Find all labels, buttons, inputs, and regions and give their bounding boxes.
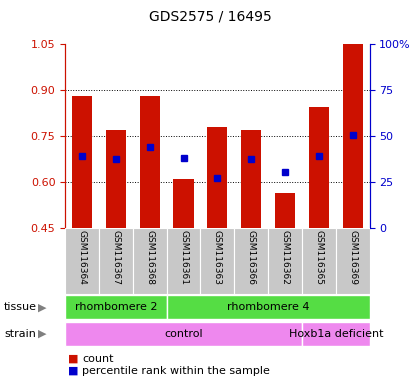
Bar <box>268 228 302 294</box>
Text: count: count <box>82 354 113 364</box>
Bar <box>343 44 363 228</box>
Text: strain: strain <box>4 329 36 339</box>
Text: GSM116366: GSM116366 <box>247 230 256 285</box>
Text: GSM116361: GSM116361 <box>179 230 188 285</box>
Bar <box>336 228 370 294</box>
Bar <box>234 228 268 294</box>
Bar <box>275 193 295 228</box>
Text: rhombomere 2: rhombomere 2 <box>75 302 157 312</box>
Bar <box>167 228 200 294</box>
Text: ■: ■ <box>68 354 79 364</box>
Text: control: control <box>164 329 203 339</box>
Bar <box>65 322 302 346</box>
Bar <box>139 96 160 228</box>
Text: percentile rank within the sample: percentile rank within the sample <box>82 366 270 376</box>
Text: GSM116363: GSM116363 <box>213 230 222 285</box>
Bar <box>65 228 99 294</box>
Bar <box>309 107 329 228</box>
Bar <box>99 228 133 294</box>
Text: GSM116368: GSM116368 <box>145 230 154 285</box>
Text: GSM116367: GSM116367 <box>111 230 121 285</box>
Bar <box>133 228 167 294</box>
Text: tissue: tissue <box>4 302 37 312</box>
Bar <box>173 179 194 228</box>
Text: GSM116364: GSM116364 <box>78 230 87 285</box>
Bar <box>207 127 228 228</box>
Text: GDS2575 / 16495: GDS2575 / 16495 <box>149 10 271 23</box>
Bar <box>241 130 261 228</box>
Text: ▶: ▶ <box>38 329 46 339</box>
Bar <box>302 228 336 294</box>
Text: GSM116365: GSM116365 <box>314 230 323 285</box>
Text: GSM116369: GSM116369 <box>348 230 357 285</box>
Bar <box>65 295 167 319</box>
Text: Hoxb1a deficient: Hoxb1a deficient <box>289 329 383 339</box>
Text: rhombomere 4: rhombomere 4 <box>227 302 310 312</box>
Bar <box>72 96 92 228</box>
Bar <box>200 228 234 294</box>
Bar <box>167 295 370 319</box>
Text: ■: ■ <box>68 366 79 376</box>
Bar <box>106 130 126 228</box>
Bar <box>302 322 370 346</box>
Text: ▶: ▶ <box>38 302 46 312</box>
Text: GSM116362: GSM116362 <box>281 230 289 285</box>
